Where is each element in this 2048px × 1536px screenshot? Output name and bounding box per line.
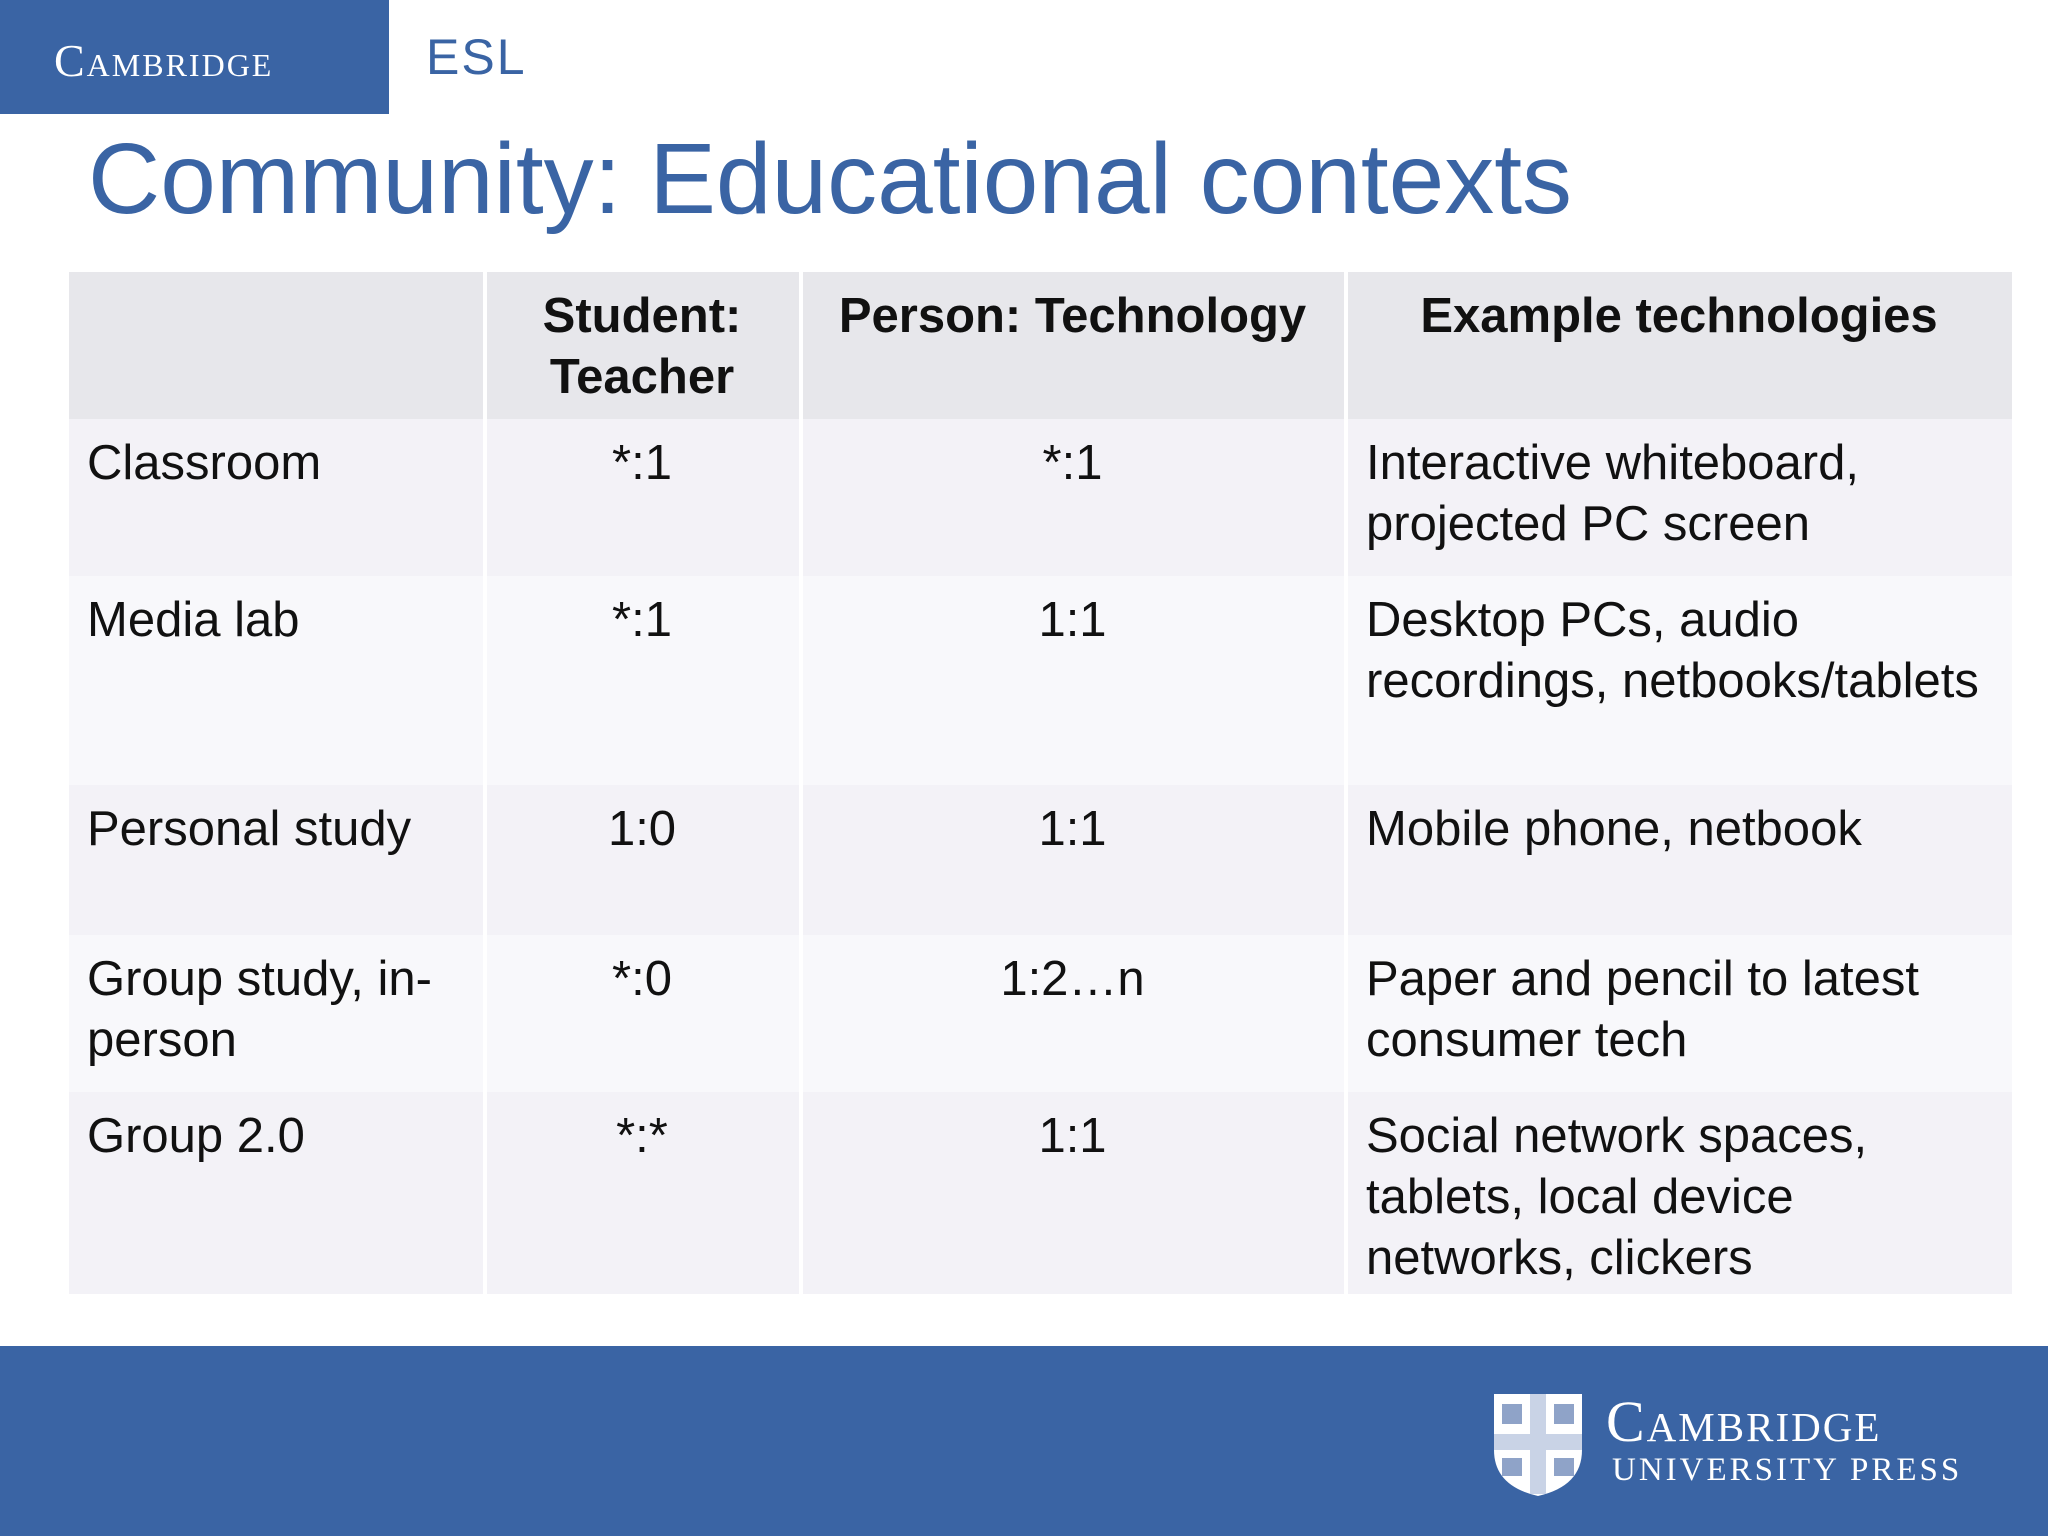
table-cell: 1:1 [799, 785, 1346, 935]
row-label: Group 2.0 [69, 1092, 485, 1294]
header-row: Student: Teacher Person: Technology Exampl… [69, 272, 2012, 419]
table-row: Media lab *:1 1:1 Desktop PCs, audio record… [69, 576, 2012, 785]
table-cell: *:0 [483, 935, 801, 1092]
crest [1494, 1394, 1582, 1496]
row-label: Classroom [69, 419, 485, 576]
table-cell: *:1 [799, 419, 1346, 576]
table-cell: *:1 [483, 419, 801, 576]
column-header: Person: Technology [799, 272, 1346, 419]
slide-title: Community: Educational contexts [88, 123, 1573, 235]
table-row: Classroom *:1 *:1 Interactive whiteboard, p… [69, 419, 2012, 576]
column-header: Example technologies [1344, 272, 2012, 419]
column-header [69, 272, 485, 419]
table-cell: 1:1 [799, 576, 1346, 785]
column-header: Student: Teacher [483, 272, 801, 419]
row-label: Personal study [69, 785, 485, 935]
brand-logo: Cambridge [54, 35, 274, 86]
table-cell: 1:1 [799, 1092, 1346, 1294]
publisher-sub: UNIVERSITY PRESS [1612, 1452, 1963, 1488]
table-cell: *:* [483, 1092, 801, 1294]
brand-box [0, 0, 389, 114]
product-label: ESL [426, 29, 527, 85]
table-cell: *:1 [483, 576, 801, 785]
table-cell: Paper and pencil to latest consumer tech [1344, 935, 2012, 1092]
table-cell: Mobile phone, netbook [1344, 785, 2012, 935]
row-label: Media lab [69, 576, 485, 785]
context-table: Student: Teacher Person: Technology Exampl… [69, 272, 2012, 1294]
row-label: Group study, in-person [69, 935, 485, 1092]
table-row: Personal study 1:0 1:1 Mobile phone, netboo… [69, 785, 2012, 935]
table-row: Group 2.0 *:* 1:1 Social network spaces, ta… [69, 1092, 2012, 1294]
table-cell: Desktop PCs, audio recordings, netbooks/… [1344, 576, 2012, 785]
footer-bar [0, 1346, 2048, 1536]
publisher-name: Cambridge [1606, 1389, 1882, 1454]
table-row: Group study, in-person *:0 1:2…n Paper and … [69, 935, 2012, 1092]
table-cell: 1:0 [483, 785, 801, 935]
table-cell: Interactive whiteboard, projected PC scr… [1344, 419, 2012, 576]
table-cell: Social network spaces, tablets, local de… [1344, 1092, 2012, 1294]
table-cell: 1:2…n [799, 935, 1346, 1092]
